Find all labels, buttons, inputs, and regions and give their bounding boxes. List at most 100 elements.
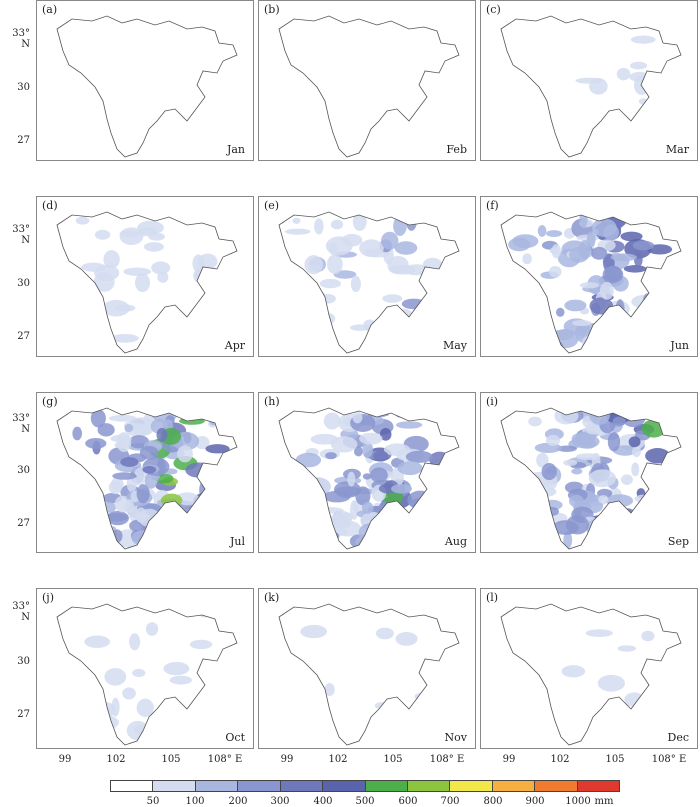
precip-cell <box>162 316 176 333</box>
precip-cell <box>72 426 83 441</box>
precip-cell <box>598 337 613 350</box>
precip-cell <box>596 334 608 346</box>
precip-cell <box>320 312 336 325</box>
precip-cell <box>201 710 217 729</box>
precip-cell <box>591 246 608 260</box>
region-outline <box>500 15 682 158</box>
precip-cell <box>159 519 169 526</box>
precip-cell <box>101 502 117 513</box>
precip-cell <box>411 339 425 353</box>
precip-cell <box>390 520 416 531</box>
precip-cell <box>394 241 418 255</box>
precip-cell <box>122 687 136 700</box>
lon-tick: 99 <box>58 754 72 765</box>
precip-cell <box>528 416 542 427</box>
map-svg <box>278 211 460 354</box>
precip-cell <box>395 631 418 646</box>
panel-label: (i) <box>486 395 499 408</box>
precip-cell <box>401 298 427 310</box>
precip-cell <box>284 228 311 235</box>
colorbar-cell <box>280 781 324 791</box>
precip-cell <box>190 411 201 420</box>
precip-field <box>503 408 670 549</box>
precip-cell <box>157 529 170 547</box>
map-panel-mar: (c) Mar <box>480 0 698 161</box>
precip-cell <box>198 666 213 674</box>
precip-cell <box>626 516 644 537</box>
precip-cell <box>302 326 323 344</box>
precip-cell <box>598 495 609 504</box>
precip-cell <box>114 441 130 449</box>
precip-cell <box>565 515 589 535</box>
precip-cell <box>349 324 370 331</box>
lat-tick: 33° N <box>12 28 30 50</box>
colorbar-cell <box>407 781 451 791</box>
precip-cell <box>633 251 643 267</box>
region-outline <box>278 603 460 746</box>
month-label: Oct <box>225 731 245 744</box>
precip-cell <box>376 627 394 640</box>
precip-cell <box>182 338 204 353</box>
precip-cell <box>650 509 665 517</box>
precip-cell <box>94 264 120 281</box>
precip-cell <box>372 331 398 349</box>
precip-cell <box>616 67 631 81</box>
precip-cell <box>167 530 194 544</box>
colorbar-label: 700 <box>440 796 460 807</box>
precip-cell <box>112 472 137 480</box>
map-svg <box>500 407 682 550</box>
precip-cell <box>650 101 676 119</box>
precip-cell <box>597 674 626 692</box>
precip-cell <box>97 423 115 437</box>
precip-cell <box>549 247 560 255</box>
colorbar-label: 50 <box>146 796 160 807</box>
map-svg <box>278 15 460 158</box>
lon-tick: 108° E <box>429 754 465 765</box>
colorbar-cell <box>153 781 196 791</box>
precip-cell <box>330 529 348 536</box>
region-outline <box>500 603 682 746</box>
region-outline <box>56 603 238 746</box>
precip-cell <box>405 212 417 231</box>
precip-cell <box>378 518 392 525</box>
precip-cell <box>139 445 159 460</box>
precip-cell <box>612 445 638 456</box>
precip-cell <box>610 505 622 515</box>
colorbar-cell <box>450 781 493 791</box>
precip-cell <box>330 219 344 230</box>
precip-cell <box>398 533 412 549</box>
precip-cell <box>362 441 374 458</box>
precip-cell <box>308 264 322 272</box>
panel-label: (l) <box>486 591 499 604</box>
precip-cell <box>354 446 363 457</box>
month-label: Jun <box>670 339 689 352</box>
precip-field <box>65 408 230 549</box>
precip-cell <box>535 338 556 352</box>
precip-cell <box>611 527 636 545</box>
precip-cell <box>633 513 659 527</box>
precip-cell <box>532 329 549 340</box>
precip-cell <box>111 697 120 717</box>
precip-cell <box>333 481 361 498</box>
precip-field <box>284 212 456 353</box>
precip-cell <box>295 452 322 468</box>
precip-cell <box>206 693 222 707</box>
precip-cell <box>615 299 625 317</box>
precip-cell <box>144 472 158 489</box>
precip-cell <box>142 465 157 474</box>
precip-cell <box>299 503 311 514</box>
precip-cell <box>628 326 639 341</box>
map-panel-nov: (k) Nov <box>258 588 476 749</box>
lon-tick: 105 <box>605 754 625 765</box>
precip-field <box>300 624 451 739</box>
colorbar-label: 900 <box>525 796 545 807</box>
precip-cell <box>367 410 390 418</box>
precip-cell <box>324 683 335 696</box>
map-panel-may: (e) May <box>258 196 476 357</box>
lon-tick: 108° E <box>207 754 243 765</box>
precip-cell <box>606 531 616 545</box>
precip-cell <box>379 427 392 441</box>
precip-cell <box>630 532 640 549</box>
lat-tick: 30 <box>17 465 30 476</box>
panel-label: (j) <box>42 591 54 604</box>
